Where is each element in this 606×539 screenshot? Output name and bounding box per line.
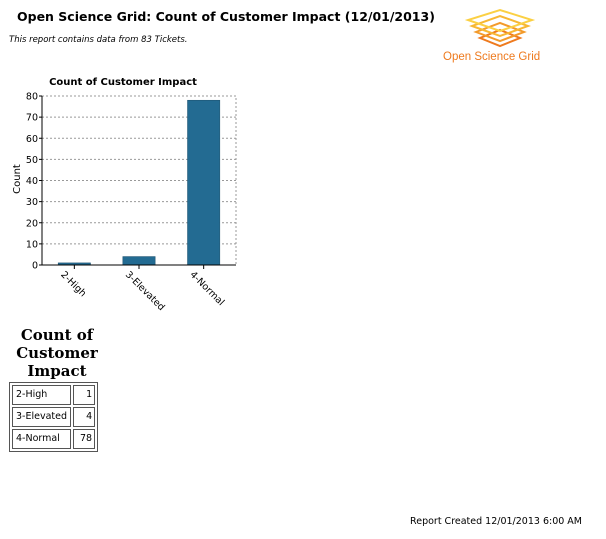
y-axis-label: Count <box>12 164 23 194</box>
y-tick-label: 80 <box>26 92 38 103</box>
table-row: 2-High 1 <box>12 385 96 405</box>
y-tick-label: 40 <box>26 176 38 187</box>
bar <box>122 256 156 266</box>
table-row: 3-Elevated 4 <box>12 407 96 427</box>
report-subtitle: This report contains data from 83 Ticket… <box>9 35 188 45</box>
osg-logo: Open Science Grid <box>440 8 560 68</box>
row-value: 78 <box>73 429 96 449</box>
y-tick-label: 50 <box>26 155 38 166</box>
y-tick-label: 30 <box>26 197 38 208</box>
row-label: 3-Elevated <box>12 407 72 427</box>
table-row: 4-Normal 78 <box>12 429 96 449</box>
x-tick-label: 4-Normal <box>188 269 227 308</box>
row-value: 1 <box>73 385 96 405</box>
bar <box>187 99 221 266</box>
row-label: 2-High <box>12 385 72 405</box>
bar-chart: Count of Customer Impact Count 0 10 20 30 40… <box>12 77 237 313</box>
y-tick-label: 70 <box>26 113 38 124</box>
report-title: Open Science Grid: Count of Customer Imp… <box>17 9 435 24</box>
y-tick-label: 60 <box>26 134 38 145</box>
x-tick-label: 2-High <box>58 269 88 299</box>
summary-table-block: Count of Customer Impact 2-High 1 3-Elev… <box>8 326 106 452</box>
osg-logo-text: Open Science Grid <box>443 51 541 63</box>
row-value: 4 <box>73 407 96 427</box>
y-tick-label: 20 <box>26 218 38 229</box>
table-title: Count of Customer Impact <box>16 326 98 380</box>
y-tick-label: 0 <box>32 261 38 272</box>
row-label: 4-Normal <box>12 429 72 449</box>
y-tick-label: 10 <box>26 239 38 250</box>
chart-title: Count of Customer Impact <box>49 77 197 88</box>
x-tick-label: 3-Elevated <box>123 269 167 313</box>
summary-table: 2-High 1 3-Elevated 4 4-Normal 78 <box>9 382 99 452</box>
osg-logo-icon <box>464 8 536 48</box>
report-created-timestamp: Report Created 12/01/2013 6:00 AM <box>410 516 582 527</box>
